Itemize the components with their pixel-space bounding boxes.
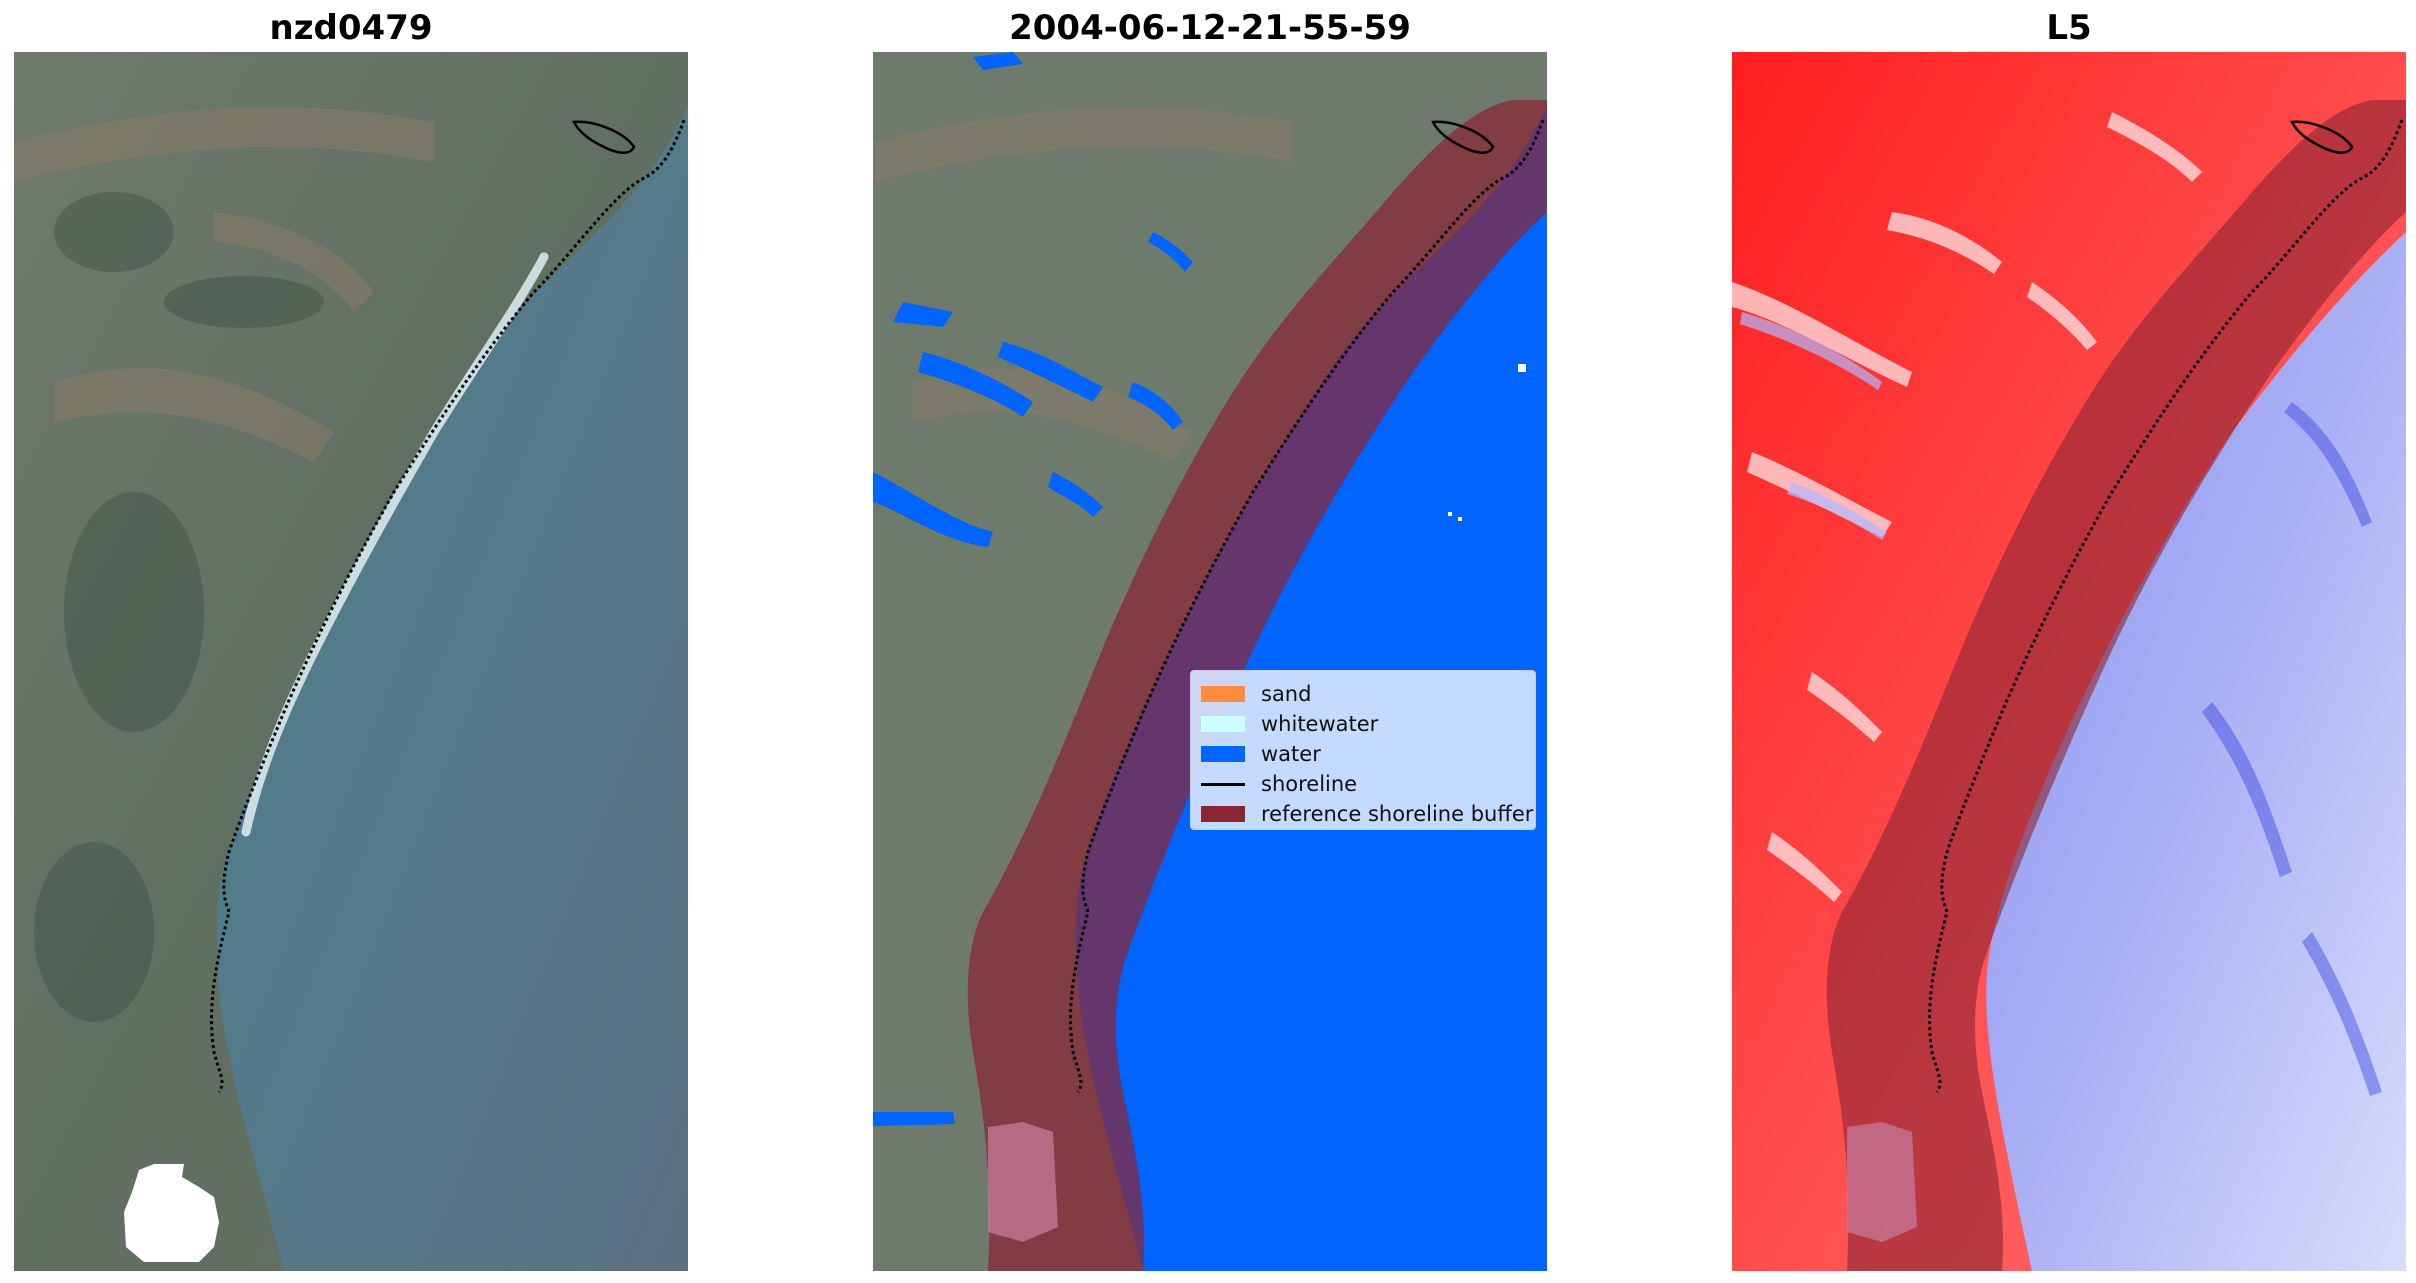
legend-swatch-shoreline	[1201, 782, 1245, 786]
index-map	[1732, 52, 2406, 1271]
legend-label-shoreline: shoreline	[1261, 772, 1358, 796]
legend-label-sand: sand	[1261, 682, 1312, 706]
legend-swatch-water	[1201, 746, 1245, 762]
classified-map	[873, 52, 1547, 1271]
classified-image-panel	[873, 52, 1547, 1271]
legend-swatch-sand	[1201, 686, 1245, 702]
legend-label-reference-buffer: reference shoreline buffer	[1261, 802, 1534, 826]
legend-label-whitewater: whitewater	[1261, 712, 1379, 736]
legend-item-water: water	[1201, 739, 1525, 769]
panel-title-classified: 2004-06-12-21-55-59	[1009, 8, 1411, 48]
legend-item-whitewater: whitewater	[1201, 709, 1525, 739]
legend-swatch-reference-buffer	[1201, 806, 1245, 822]
panel-title-rgb: nzd0479	[269, 8, 433, 48]
rgb-satellite-image	[14, 52, 688, 1271]
legend: sand whitewater water shoreline referenc…	[1190, 670, 1536, 830]
panel-title-index: L5	[2046, 8, 2092, 48]
legend-label-water: water	[1261, 742, 1321, 766]
legend-item-sand: sand	[1201, 679, 1525, 709]
legend-swatch-whitewater	[1201, 716, 1245, 732]
legend-item-shoreline: shoreline	[1201, 769, 1525, 799]
legend-item-reference-buffer: reference shoreline buffer	[1201, 799, 1533, 829]
rgb-image-panel	[14, 52, 688, 1271]
index-image-panel	[1732, 52, 2406, 1271]
